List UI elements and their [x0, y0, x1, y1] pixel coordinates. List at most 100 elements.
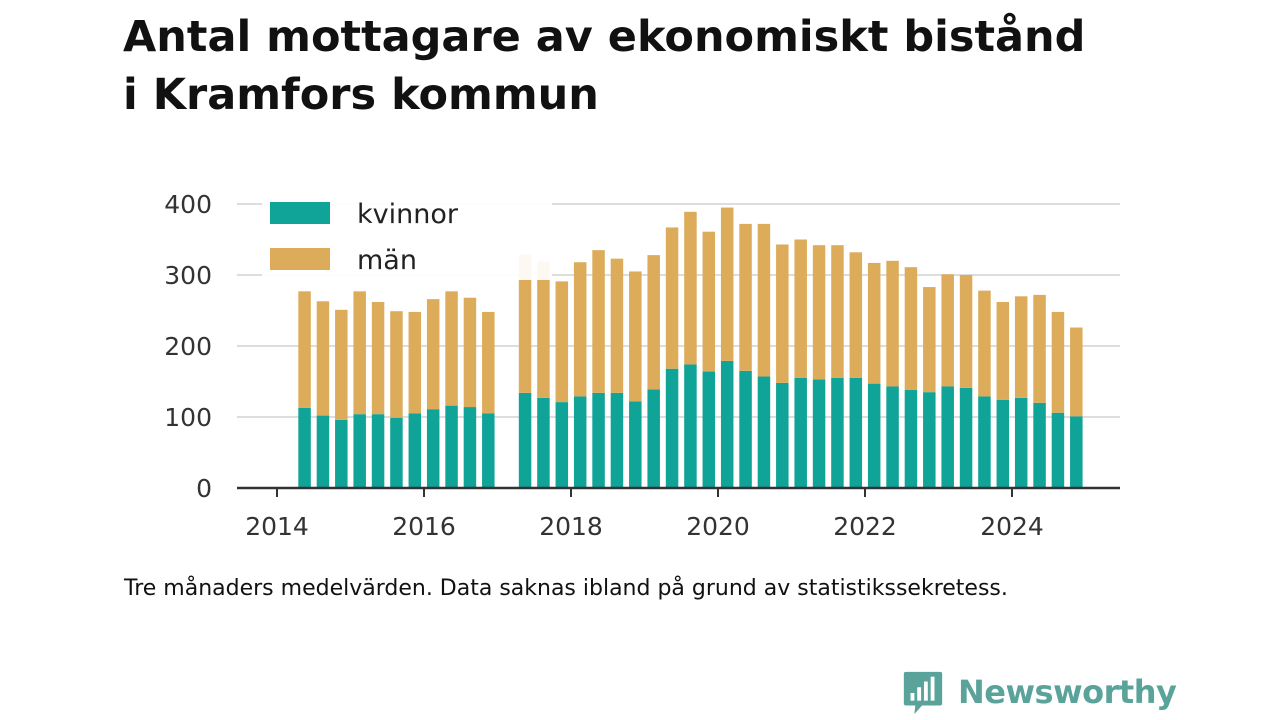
bar-man — [1070, 327, 1083, 417]
bar-kvinnor — [959, 387, 973, 488]
bar-kvinnor — [1033, 402, 1046, 488]
bar-kvinnor — [794, 377, 807, 488]
bar-kvinnor — [390, 417, 403, 488]
legend-label-kvinnor: kvinnor — [357, 199, 459, 230]
bar-kvinnor — [720, 360, 734, 488]
bar-kvinnor — [445, 405, 458, 488]
bar-man — [1033, 294, 1046, 403]
bar-man — [573, 262, 587, 397]
bar-man — [739, 223, 752, 371]
bar-man — [794, 239, 807, 378]
bar-kvinnor — [537, 397, 550, 488]
bar-man — [702, 231, 716, 372]
bar-kvinnor — [371, 414, 385, 488]
bar-man — [426, 299, 440, 410]
bar-kvinnor — [335, 419, 348, 488]
bar-man — [629, 271, 642, 402]
chart-title-line-1: Antal mottagare av ekonomiskt bistånd — [123, 12, 1086, 62]
bar-man — [776, 244, 789, 383]
bar-kvinnor — [812, 379, 826, 488]
bar-kvinnor — [1051, 412, 1065, 488]
bar-kvinnor — [408, 413, 422, 488]
bar-man — [757, 223, 771, 377]
bar-kvinnor — [978, 396, 991, 488]
bar-man — [518, 254, 532, 393]
bar-kvinnor — [831, 377, 844, 488]
bar-man — [390, 311, 403, 418]
bar-kvinnor — [849, 377, 863, 488]
bar-kvinnor — [610, 392, 624, 488]
bar-man — [555, 281, 569, 403]
bar-kvinnor — [665, 368, 679, 488]
bar-man — [684, 211, 697, 365]
brand-name: Newsworthy — [958, 673, 1177, 711]
y-tick-label: 200 — [164, 332, 212, 361]
bar-man — [886, 260, 899, 387]
stacked-bar-chart: 0 100 200 300 400 2014 2016 2018 2020 2022 2024 kvi… — [164, 190, 1120, 541]
bar-man — [610, 258, 624, 393]
bar-kvinnor — [555, 402, 569, 488]
bar-kvinnor — [463, 407, 477, 488]
bar-kvinnor — [886, 386, 899, 488]
bar-kvinnor — [647, 389, 660, 488]
bar-man — [1051, 311, 1065, 413]
bar-man — [298, 291, 311, 408]
bar-man — [959, 275, 973, 388]
x-tick-label: 2018 — [539, 512, 603, 541]
bar-kvinnor — [684, 364, 697, 488]
bar-kvinnor — [573, 396, 587, 488]
x-tick-label: 2014 — [245, 512, 309, 541]
bar-kvinnor — [518, 392, 532, 488]
newsworthy-logo-icon — [903, 671, 943, 715]
y-tick-label: 100 — [164, 403, 212, 432]
y-tick-label: 0 — [196, 474, 212, 503]
bar-man — [482, 311, 495, 414]
bar-man — [812, 245, 826, 380]
bar-kvinnor — [353, 414, 366, 488]
bar-man — [996, 301, 1010, 400]
bar-kvinnor — [996, 399, 1010, 488]
bar-man — [592, 250, 605, 393]
bar-man — [941, 274, 954, 387]
bar-man — [371, 301, 385, 415]
bar-man — [665, 227, 679, 369]
bar-man — [316, 301, 330, 416]
bar-kvinnor — [923, 392, 936, 488]
bar-man — [831, 245, 844, 378]
bar-kvinnor — [867, 383, 881, 488]
x-tick-label: 2022 — [833, 512, 897, 541]
bar-kvinnor — [941, 386, 954, 488]
bar-man — [445, 291, 458, 406]
bar-kvinnor — [482, 413, 495, 488]
chart-caption: Tre månaders medelvärden. Data saknas ib… — [124, 576, 1008, 601]
bar-man — [335, 309, 348, 420]
x-tick-label: 2016 — [392, 512, 456, 541]
legend-label-man: män — [357, 245, 417, 276]
bar-man — [904, 267, 918, 391]
bar-man — [978, 290, 991, 397]
x-tick-label: 2020 — [686, 512, 750, 541]
bar-kvinnor — [592, 392, 605, 488]
bar-kvinnor — [776, 382, 789, 488]
bar-kvinnor — [1070, 416, 1083, 488]
y-tick-label: 400 — [164, 190, 212, 219]
bar-man — [537, 261, 550, 398]
bar-kvinnor — [1014, 397, 1028, 488]
bar-man — [867, 262, 881, 384]
bar-kvinnor — [316, 415, 330, 488]
bar-kvinnor — [629, 401, 642, 488]
bar-kvinnor — [904, 390, 918, 488]
x-tick-label: 2024 — [980, 512, 1044, 541]
bar-kvinnor — [739, 370, 752, 488]
bar-man — [1014, 296, 1028, 398]
bar-man — [463, 297, 477, 408]
bar-kvinnor — [702, 371, 716, 488]
chart-title: Antal mottagare av ekonomiskt bistånd i … — [123, 8, 1223, 124]
bar-kvinnor — [298, 407, 311, 488]
bar-man — [408, 311, 422, 414]
bar-kvinnor — [757, 376, 771, 488]
legend-swatch-man — [270, 248, 330, 270]
bar-man — [923, 287, 936, 393]
legend-swatch-kvinnor — [270, 202, 330, 224]
chart-title-line-2: i Kramfors kommun — [123, 70, 599, 120]
